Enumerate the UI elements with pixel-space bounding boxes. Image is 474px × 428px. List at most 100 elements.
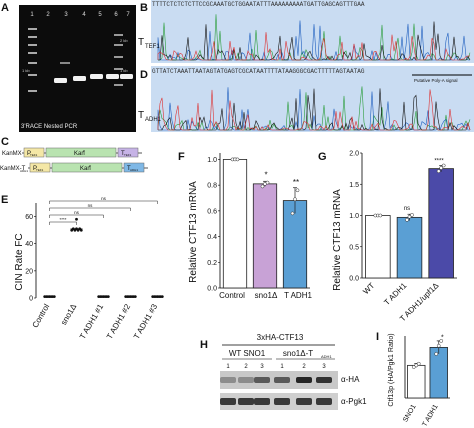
- blot-lane-number: 1: [280, 364, 284, 370]
- terminator-label: T: [121, 151, 125, 157]
- category-label: T ADH1: [382, 281, 408, 307]
- data-point: [439, 339, 444, 343]
- data-point: [265, 180, 270, 185]
- data-point: [439, 166, 444, 170]
- significance-mark: ****: [59, 217, 66, 222]
- blot-band-pgk1: [220, 398, 236, 405]
- bar-1: [252, 183, 278, 289]
- gel-lane-number: 1: [30, 12, 34, 18]
- polya-annotation: Putative Poly-A signal: [414, 78, 458, 83]
- label-tef1-sub: TEF1: [145, 44, 160, 50]
- promoter-sub: TEF1: [36, 168, 44, 172]
- gel-lane-number: 2: [46, 12, 50, 18]
- promoter-label: P: [33, 166, 37, 172]
- significance-bracket: [49, 221, 77, 225]
- data-point: [434, 352, 439, 356]
- y-tick-label: 0: [29, 296, 33, 303]
- y-tick-label: 0.8: [207, 183, 217, 190]
- blot-band-pgk1: [274, 398, 290, 405]
- panel-c-letter: C: [1, 136, 9, 148]
- significance-mark: **: [293, 178, 299, 187]
- data-point: [79, 228, 83, 232]
- bar-1: [396, 216, 423, 279]
- data-point: [436, 343, 441, 348]
- data-point: [405, 218, 409, 222]
- gene-sup: R: [83, 149, 86, 153]
- category-label: T ADH1: [284, 291, 312, 300]
- chromatogram-adh1-traces: [157, 86, 471, 131]
- panel-i-chart: SNO1 T ADH1 *: [402, 334, 450, 428]
- gel-lane-number: 6: [114, 12, 118, 18]
- category-label: T ADH1 #2: [105, 302, 133, 341]
- category-label: T ADH1: [421, 403, 439, 428]
- blot-title: 3xHA-CTF13: [257, 333, 304, 342]
- bar-0: [407, 364, 426, 399]
- terminator-box: [117, 147, 139, 158]
- category-label: sno1Δ: [59, 302, 78, 327]
- blot-group-sno1: sno1Δ-T: [283, 349, 313, 358]
- significance-bracket: [49, 207, 131, 211]
- blot-lane-number: 3: [322, 364, 326, 370]
- panel-h-letter: H: [200, 339, 208, 351]
- gel-band: [73, 76, 86, 81]
- construct-name-sub: ADH1: [20, 169, 28, 173]
- blot-lane-numbers: 1 2 3 1 2 3: [226, 364, 326, 370]
- chromatogram-trace: [158, 88, 471, 131]
- significance-mark: *: [264, 170, 267, 179]
- blot-band-ha: [220, 377, 236, 383]
- gel-band: [54, 78, 67, 83]
- blot-band-ha: [274, 377, 290, 383]
- gel-lane-number: 4: [82, 12, 86, 18]
- construct-kanmx-tadh1-name: KanMX-T: [0, 166, 26, 172]
- blot-lane-number: 1: [226, 364, 230, 370]
- terminator-label: T: [127, 166, 131, 172]
- y-tick-label: 0.4: [207, 234, 217, 241]
- chromatogram-trace: [157, 32, 471, 61]
- panel-e-chart: 0 20 40 60 Control sno1Δ T ADH1 #1 T ADH1 #2 T A…: [25, 196, 164, 341]
- data-point: [293, 197, 297, 202]
- y-tick-label: 0.5: [349, 244, 359, 251]
- panel-f-letter: F: [178, 151, 185, 163]
- bar-2: [428, 168, 454, 279]
- construct-kanmx-tadh1: KanMX-T ADH1 P TEF1 Kan R T ADH1: [0, 162, 148, 173]
- blot-band-pgk1: [238, 398, 254, 405]
- ladder-band: [28, 74, 37, 76]
- category-label: Control: [219, 291, 245, 300]
- category-label: WT: [361, 281, 376, 296]
- chromatogram-trace: [157, 89, 471, 131]
- ladder-band: [28, 62, 37, 64]
- terminator-sub: ADH1: [130, 168, 138, 172]
- data-point: [295, 188, 300, 193]
- blot-label-pgk1: α-Pgk1: [341, 397, 367, 406]
- sequence-tef1: TTTTCTCTCTCTTCCGCAAATGCTGGAATATTTAAAAAAA…: [152, 1, 365, 8]
- blot-band-pgk1: [316, 398, 332, 405]
- category-label: Control: [31, 302, 52, 329]
- bar-1: [429, 347, 448, 399]
- panel-a-letter: A: [1, 2, 9, 14]
- terminator-sub: TEF1: [124, 153, 132, 157]
- label-t-tef1: T: [138, 37, 144, 48]
- significance-bracket: [49, 200, 158, 204]
- y-tick-label: 0.0: [207, 286, 217, 293]
- kanr-box: [51, 162, 123, 173]
- gel-band: [106, 74, 119, 79]
- ladder-band: [28, 90, 37, 92]
- ladder-label: 2 kb: [120, 38, 128, 43]
- blot-bands: [220, 377, 332, 405]
- data-point: [411, 365, 416, 369]
- category-label: SNO1: [402, 403, 418, 423]
- promoter-box: [29, 162, 51, 173]
- ladder-label: 1 kb: [22, 68, 30, 73]
- blot-band-ha: [254, 377, 270, 383]
- gel-band: [90, 74, 103, 79]
- y-tick-label: 0.6: [207, 208, 217, 215]
- blot-band-pgk1: [296, 398, 312, 405]
- panel-e-ylabel: CIN Rate FC: [14, 233, 25, 290]
- panel-e-letter: E: [1, 194, 8, 206]
- blot-group-sno1-sub: ADH1: [321, 354, 332, 359]
- bar-0: [222, 159, 248, 289]
- y-tick-label: 2.0: [349, 151, 359, 158]
- blot-band-ha: [238, 377, 254, 383]
